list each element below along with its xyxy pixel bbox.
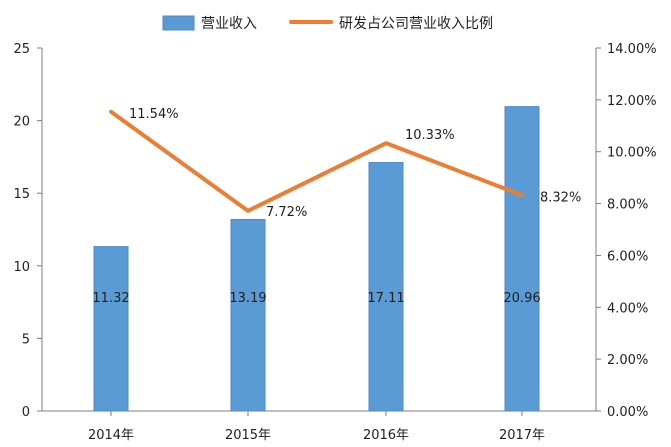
right-y-tick-label: 4.00% [607, 301, 648, 316]
right-y-tick-label: 10.00% [607, 146, 657, 161]
left-y-tick-label: 20 [13, 115, 30, 130]
left-y-tick-label: 10 [13, 260, 30, 275]
legend-bar-swatch [162, 15, 195, 31]
rd-ratio-line [109, 109, 524, 213]
left-y-tick-label: 5 [22, 332, 30, 347]
left-y-tick-label: 15 [13, 187, 30, 202]
revenue-data-label: 13.19 [229, 291, 266, 306]
rd-ratio-point [109, 110, 113, 114]
left-y-tick-label: 25 [13, 42, 30, 57]
revenue-bar [230, 218, 266, 412]
line-series [109, 109, 524, 213]
revenue-bar [504, 106, 540, 412]
chart-legend: 营业收入 研发占公司营业收入比例 [162, 15, 493, 32]
rd-ratio-data-label: 10.33% [405, 128, 455, 143]
revenue-bar [93, 246, 129, 412]
right-y-tick-label: 2.00% [607, 353, 648, 368]
right-y-tick-label: 12.00% [607, 94, 657, 109]
right-y-tick-label: 14.00% [607, 42, 657, 57]
revenue-data-label: 11.32 [92, 291, 129, 306]
rd-ratio-point [246, 209, 250, 213]
revenue-data-label: 20.96 [503, 291, 540, 306]
chart-axes: 0 5 10 15 20 25 0.00% 2.00% 4.00% 6.00% 8.00% 10.00… [13, 42, 656, 443]
rd-ratio-point [520, 193, 524, 197]
bar-series [93, 106, 540, 412]
x-tick-label: 2017年 [499, 428, 545, 443]
rd-ratio-data-label: 11.54% [129, 107, 179, 122]
rd-ratio-data-label: 8.32% [540, 190, 581, 205]
revenue-bar [368, 162, 404, 412]
rd-ratio-data-label: 7.72% [266, 205, 307, 220]
x-tick-label: 2015年 [225, 428, 271, 443]
x-tick-label: 2014年 [88, 428, 134, 443]
revenue-data-label: 17.11 [367, 291, 404, 306]
right-y-tick-label: 6.00% [607, 249, 648, 264]
right-y-tick-label: 8.00% [607, 198, 648, 213]
x-tick-label: 2016年 [363, 428, 409, 443]
rd-ratio-point [384, 141, 388, 145]
data-labels: 11.32 13.19 17.11 20.96 11.54% 7.72% 10.33% 8.3… [92, 107, 581, 306]
left-y-tick-label: 0 [22, 405, 30, 420]
right-y-tick-label: 0.00% [607, 405, 648, 420]
legend-line-label: 研发占公司营业收入比例 [339, 16, 493, 32]
legend-bar-label: 营业收入 [201, 16, 257, 32]
